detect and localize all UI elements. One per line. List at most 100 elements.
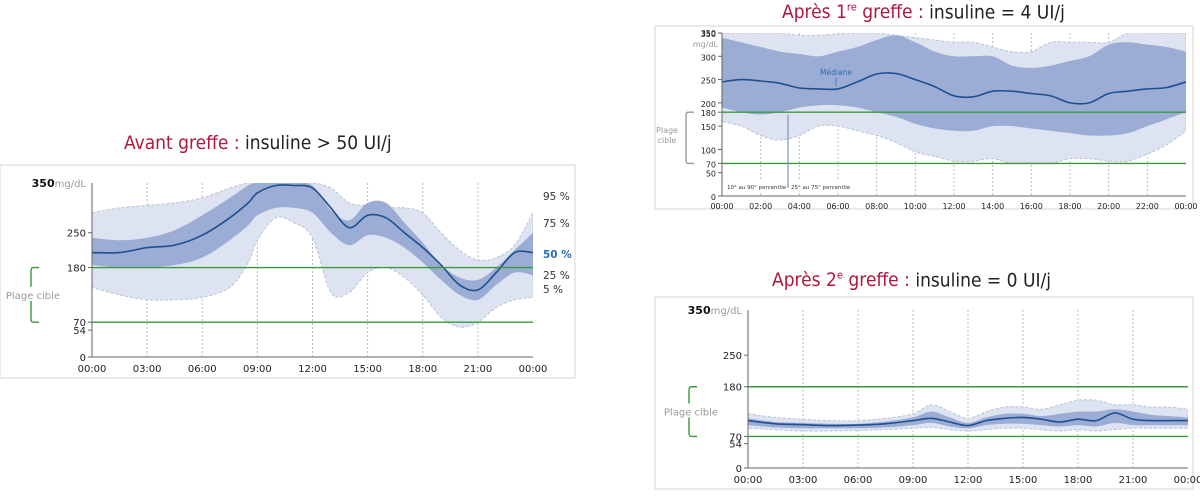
inner-percentile-band <box>92 183 533 301</box>
x-tick-label: 12:00 <box>298 364 327 375</box>
legend-25-75: 25° au 75° percentile <box>791 185 851 191</box>
x-tick-label: 20:00 <box>1097 202 1120 211</box>
x-tick-label: 15:00 <box>1009 475 1038 486</box>
legend-10-90: 10° au 90° percentile <box>727 185 787 191</box>
percentile-label: 25 % <box>543 270 570 282</box>
x-tick-label: 06:00 <box>826 202 849 211</box>
x-tick-label: 02:00 <box>749 202 772 211</box>
y-tick-label: 0 <box>736 464 742 475</box>
bands <box>92 183 533 328</box>
x-tick-label: 06:00 <box>844 475 873 486</box>
x-tick-label: 00:00 <box>1174 475 1200 486</box>
chart-c-plot: 00:00 03:00 06:00 09:00 12:00 15:00 18:00 21:00… <box>654 296 1200 490</box>
y-tick-label: 150 <box>701 123 716 132</box>
chart-b-title-red: Après 1 <box>782 1 847 24</box>
chart-b-title: Après 1re greffe : insuline = 4 UI/j <box>782 1 1065 23</box>
x-tick-label: 00:00 <box>78 364 107 375</box>
y-tick-label: 0 <box>711 193 716 202</box>
x-tick-label: 03:00 <box>133 364 162 375</box>
x-tick-label: 18:00 <box>1064 475 1093 486</box>
x-tick-label: 08:00 <box>865 202 888 211</box>
chart-b-title-rest: insuline = 4 UI/j <box>929 1 1065 24</box>
y-tick-label: 180 <box>701 109 716 118</box>
y-tick-label: 54 <box>729 440 742 451</box>
y-top-label: mg/dL <box>693 40 719 49</box>
x-tick-label: 00:00 <box>710 202 733 211</box>
y-top-value: 350 <box>688 304 711 317</box>
x-tick-label: 18:00 <box>408 364 437 375</box>
chart-b-title-accent: Après 1re greffe : <box>782 1 924 23</box>
y-tick-label: 70 <box>729 432 742 443</box>
y-unit: mg/dL <box>711 306 743 317</box>
y-tick-label: 200 <box>701 100 716 109</box>
median-label: Médiane <box>820 68 852 77</box>
y-tick-label: 0 <box>80 353 86 364</box>
x-tick-label: 14:00 <box>981 202 1004 211</box>
y-tick-label: 180 <box>723 383 742 394</box>
y-top-label: 350mg/dL <box>688 304 743 317</box>
x-tick-label: 15:00 <box>353 364 382 375</box>
x-tick-label: 16:00 <box>1020 202 1043 211</box>
percentile-label: 50 % <box>543 249 572 261</box>
y-tick-label: 50 <box>706 170 716 179</box>
chart-b-title-sup: re <box>846 1 857 14</box>
chart-frame <box>654 296 1194 490</box>
y-tick-label: 250 <box>701 77 716 86</box>
median-line <box>748 412 1188 427</box>
x-tick-label: 00:00 <box>1174 202 1197 211</box>
y-tick-label: 54 <box>73 326 86 337</box>
x-tick-label: 00:00 <box>734 475 763 486</box>
y-unit: mg/dL <box>693 40 719 49</box>
x-tick-label: 12:00 <box>942 202 965 211</box>
target-label: Plage cible <box>664 408 718 419</box>
y-unit: mg/dL <box>55 179 87 190</box>
bands <box>748 399 1188 432</box>
percentile-label: 75 % <box>543 218 570 230</box>
inner-percentile-band <box>722 35 1186 136</box>
chart-c-title-sup: e <box>836 269 843 282</box>
y-top-value: 350 <box>32 177 55 190</box>
y-tick-label: 70 <box>706 160 716 169</box>
y-tick-label: 180 <box>67 264 86 275</box>
chart-c-title-accent: Après 2e greffe : <box>772 269 910 291</box>
x-tick-label: 09:00 <box>899 475 928 486</box>
x-tick-label: 22:00 <box>1136 202 1159 211</box>
y-tick-label: 250 <box>723 351 742 362</box>
inner-percentile-band <box>748 409 1188 429</box>
x-tick-label: 21:00 <box>1119 475 1148 486</box>
y-tick-label: 250 <box>67 229 86 240</box>
y-tick-label: 350 <box>701 30 716 39</box>
bands <box>722 33 1186 165</box>
chart-c-title-red: Après 2 <box>772 269 837 292</box>
chart-a-title: Avant greffe : insuline > 50 UI/j <box>124 132 392 154</box>
percentile-label: 5 % <box>543 284 563 296</box>
target-label: Plage cible <box>656 126 678 145</box>
x-tick-label: 18:00 <box>1058 202 1081 211</box>
y-top-value: 350 <box>701 29 716 38</box>
legend-bg-1 <box>724 181 786 192</box>
x-tick-label: 00:00 <box>519 364 548 375</box>
median-line <box>722 72 1186 105</box>
legend-bg-2 <box>789 181 851 192</box>
x-tick-label: 12:00 <box>954 475 983 486</box>
x-tick-label: 09:00 <box>243 364 272 375</box>
chart-c-title-rest: insuline = 0 UI/j <box>915 269 1052 292</box>
chart-b-title-red-after: greffe : <box>856 1 924 24</box>
target-bracket <box>685 111 694 165</box>
chart-a-title-rest: insuline > 50 UI/j <box>245 132 392 154</box>
chart-a-title-accent: Avant greffe : <box>124 132 240 154</box>
median-line <box>92 184 533 292</box>
x-tick-label: 10:00 <box>904 202 927 211</box>
target-label-bg <box>660 403 722 418</box>
x-tick-label: 21:00 <box>463 364 492 375</box>
y-tick-label: 300 <box>701 53 716 62</box>
x-tick-label: 03:00 <box>789 475 818 486</box>
percentile-label: 95 % <box>543 191 570 203</box>
chart-b-plot: 00:00 02:00 04:00 06:00 08:00 10:00 12:00 14:00… <box>654 25 1198 211</box>
chart-c-title-red-after: greffe : <box>842 269 910 292</box>
target-label-bg <box>2 286 64 301</box>
x-tick-label: 04:00 <box>788 202 811 211</box>
chart-c-title: Après 2e greffe : insuline = 0 UI/j <box>772 269 1051 291</box>
y-tick-label: 70 <box>73 318 86 329</box>
